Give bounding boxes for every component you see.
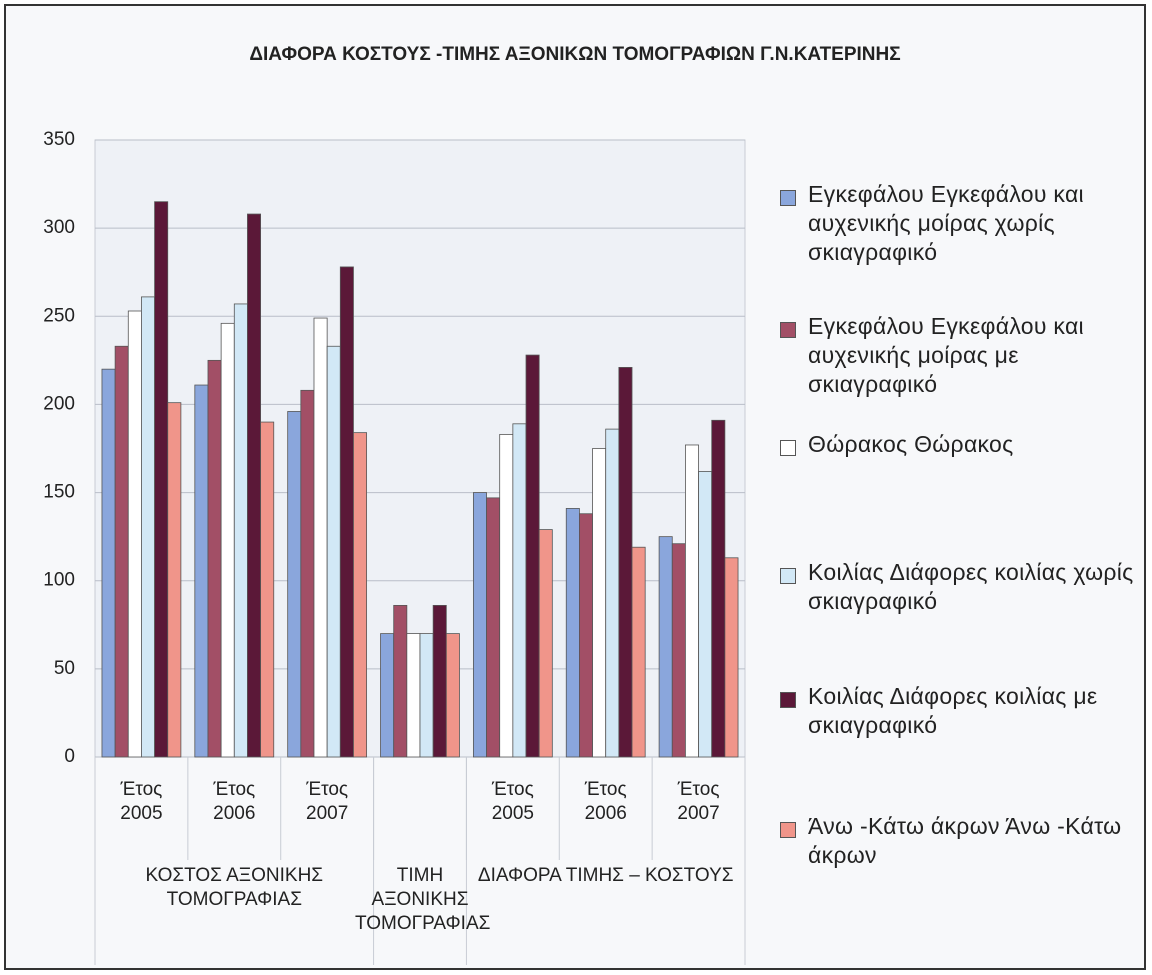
bar [339, 266, 354, 758]
legend-swatch [780, 568, 796, 584]
legend-swatch [780, 440, 796, 456]
y-tick-label: 350 [43, 129, 75, 150]
x-tick-label: Έτος 2005 [491, 779, 534, 824]
group-label: ΤΙΜΗ ΑΞΟΝΙΚΗΣ ΤΟΜΟΓΡΑΦΙΑΣ [355, 865, 491, 934]
bar [432, 604, 447, 758]
bar [287, 411, 302, 758]
legend-swatch [780, 692, 796, 708]
y-tick-label: 300 [43, 217, 75, 238]
bar [114, 345, 129, 758]
bar [445, 633, 460, 758]
bar [472, 492, 487, 758]
group-label: ΚΟΣΤΟΣ ΑΞΟΝΙΚΗΣ ΤΟΜΟΓΡΑΦΙΑΣ [145, 865, 324, 910]
bar [486, 497, 501, 758]
bar [194, 384, 209, 758]
bar [538, 529, 553, 758]
legend-label: Κοιλίας Διάφορες κοιλίας με σκιαγραφικό [808, 683, 1098, 738]
bar [658, 536, 673, 758]
legend-swatch [780, 822, 796, 838]
bar [525, 354, 540, 758]
bar [380, 633, 395, 758]
bar [419, 633, 434, 758]
bar [565, 508, 580, 758]
bar [711, 419, 726, 758]
y-tick-label: 150 [43, 482, 75, 503]
bar [631, 546, 646, 758]
y-tick-label: 50 [54, 658, 75, 679]
bar [499, 433, 514, 758]
x-tick-label: Έτος 2007 [306, 779, 349, 824]
bar [406, 633, 421, 758]
bar [141, 296, 155, 758]
bar [512, 423, 527, 758]
legend-label: Εγκεφάλου Εγκεφάλου και αυχενικής μοίρας… [808, 181, 1084, 265]
chart-title: ΔΙΑΦΟΡΑ ΚΟΣΤΟΥΣ -ΤΙΜΗΣ ΑΞΟΝΙΚΩΝ ΤΟΜΟΓΡΑΦ… [249, 44, 900, 65]
legend-swatch [780, 322, 796, 338]
bar [685, 444, 699, 758]
bar [724, 557, 739, 758]
bar [326, 345, 341, 758]
bar [220, 322, 235, 758]
legend-label: Θώρακος Θώρακος [808, 431, 1014, 457]
bar [233, 303, 248, 758]
bar [207, 359, 222, 758]
bar [579, 513, 593, 758]
legend-label: Κοιλίας Διάφορες κοιλίας χωρίς σκιαγραφι… [808, 559, 1134, 614]
bar [167, 402, 182, 758]
bar [671, 543, 686, 758]
bar [101, 368, 116, 758]
bar [353, 432, 368, 758]
bar [154, 201, 169, 758]
bar [247, 213, 261, 758]
legend-swatch [780, 190, 796, 206]
y-tick-label: 250 [43, 305, 75, 326]
legend-label: Εγκεφάλου Εγκεφάλου και αυχενικής μοίρας… [808, 313, 1084, 397]
x-tick-label: Έτος 2006 [584, 779, 627, 824]
x-tick-label: Έτος 2007 [677, 779, 720, 824]
x-tick-label: Έτος 2005 [120, 779, 163, 824]
y-tick-label: 0 [64, 746, 75, 767]
bar [698, 471, 713, 758]
bar [127, 310, 142, 758]
bar [605, 428, 620, 758]
bar [313, 317, 328, 758]
legend-label: Άνω -Κάτω άκρων Άνω -Κάτω άκρων [808, 813, 1122, 868]
y-tick-label: 200 [43, 393, 75, 414]
bar [592, 448, 607, 758]
bar [393, 604, 408, 758]
group-label: ΔΙΑΦΟΡΑ ΤΙΜΗΣ – ΚΟΣΤΟΥΣ [477, 865, 734, 886]
bar [260, 421, 275, 758]
y-tick-label: 100 [43, 570, 75, 591]
bar [618, 367, 633, 758]
x-tick-label: Έτος 2006 [213, 779, 256, 824]
bar [300, 389, 315, 758]
